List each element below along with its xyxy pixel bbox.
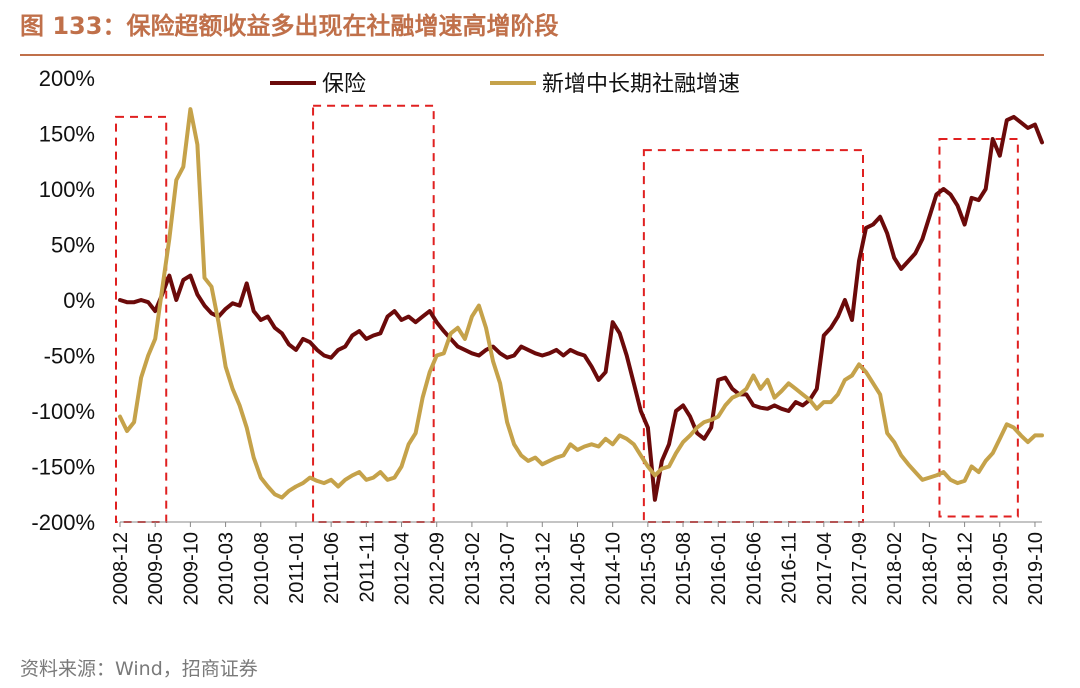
x-tick-label: 2013-07 (497, 532, 519, 605)
highlight-box-4 (938, 138, 1019, 518)
x-tick-label: 2012-04 (392, 532, 414, 605)
x-tick-label: 2019-05 (990, 532, 1012, 605)
x-tick-label: 2016-06 (743, 532, 765, 605)
x-tick-label: 2009-10 (180, 532, 202, 605)
legend-label-1: 保险 (322, 72, 366, 97)
figure-title: 图 133：保险超额收益多出现在社融增速高增阶段 (20, 12, 559, 40)
legend-label-2: 新增中长期社融增速 (542, 72, 740, 97)
x-tick-label: 2017-09 (849, 532, 871, 605)
x-tick-label: 2008-12 (110, 532, 132, 605)
chart: -200% -150% -100% -50% 0% 50% 100% 150% 200% 200… (31, 66, 1047, 605)
series-line-1 (118, 114, 1044, 502)
x-tick-label: 2015-03 (638, 532, 660, 605)
x-tick-label: 2015-08 (673, 532, 695, 605)
x-tick-label: 2013-12 (532, 532, 554, 605)
x-tick-label: 2011-11 (356, 532, 378, 602)
x-tick-label: 2009-05 (145, 532, 167, 605)
x-tick-label: 2017-04 (814, 532, 836, 605)
y-tick-label: 0% (63, 288, 95, 313)
x-tick-label: 2010-08 (251, 532, 273, 605)
x-tick-label: 2018-07 (919, 532, 941, 605)
title-rule (20, 54, 1044, 56)
x-axis: 2008-12 2009-05 2009-10 2010-03 2010-08 2011-… (110, 521, 1047, 605)
highlight-boxes (115, 104, 1019, 524)
highlight-box-2 (312, 104, 435, 523)
series-lines (118, 107, 1044, 502)
x-tick-label: 2010-03 (216, 532, 238, 605)
y-tick-label: 100% (39, 177, 95, 202)
x-tick-label: 2016-11 (779, 532, 801, 604)
series-line-2 (118, 107, 1044, 500)
x-tick-label: 2019-10 (1025, 532, 1047, 605)
y-tick-label: -50% (44, 344, 95, 369)
y-tick-label: 200% (39, 66, 95, 91)
y-axis: -200% -150% -100% -50% 0% 50% 100% 150% 200% (31, 66, 95, 535)
highlight-box-3 (642, 149, 865, 524)
x-tick-label: 2011-06 (321, 532, 343, 604)
legend: 保险 新增中长期社融增速 (270, 72, 740, 97)
y-tick-label: -150% (31, 455, 95, 480)
x-tick-label: 2013-02 (462, 532, 484, 605)
y-tick-label: 50% (51, 233, 95, 258)
y-tick-label: -100% (31, 399, 95, 424)
source-note: 资料来源：Wind，招商证券 (20, 658, 258, 680)
y-tick-label: 150% (39, 122, 95, 147)
y-tick-label: -200% (31, 510, 95, 535)
x-tick-label: 2012-09 (427, 532, 449, 605)
x-tick-label: 2011-01 (286, 532, 308, 604)
x-tick-label: 2018-12 (955, 532, 977, 605)
x-tick-label: 2014-05 (567, 532, 589, 605)
x-tick-label: 2014-10 (603, 532, 625, 605)
x-tick-label: 2018-02 (884, 532, 906, 605)
x-tick-label: 2016-01 (708, 532, 730, 605)
